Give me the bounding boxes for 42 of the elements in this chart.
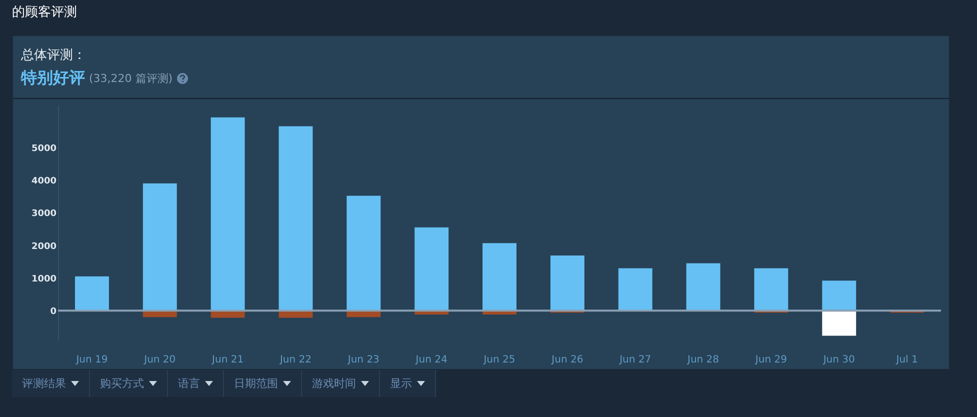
- y-tick-label: 0: [50, 307, 56, 318]
- x-tick-label: Jul 1: [895, 354, 918, 366]
- x-tick-label: Jun 20: [143, 354, 176, 366]
- y-tick-label: 2000: [31, 242, 56, 252]
- text: 游戏时间: [312, 376, 356, 391]
- text: 购买方式: [100, 376, 144, 391]
- text: 显示: [390, 376, 412, 391]
- bar: [142, 183, 177, 311]
- x-tick-label: Jun 27: [618, 354, 652, 366]
- y-tick-label: 4000: [31, 176, 56, 187]
- x-tick-label: Jun 29: [754, 354, 787, 366]
- bar: [414, 227, 449, 311]
- bar: [686, 263, 720, 311]
- bar: [822, 310, 856, 336]
- bar: [550, 255, 584, 311]
- text: 特别好评: [21, 68, 85, 89]
- bar: [618, 268, 652, 311]
- bar: [278, 126, 313, 311]
- x-tick-label: Jun 30: [822, 354, 855, 366]
- bar: [74, 276, 109, 311]
- y-tick-label: 1000: [31, 274, 56, 284]
- x-tick-label: Jun 25: [482, 354, 516, 366]
- x-tick-label: Jun 21: [211, 354, 244, 366]
- x-tick-label: Jun 19: [75, 354, 108, 366]
- x-tick-label: Jun 28: [686, 354, 720, 366]
- x-tick-label: Jun 22: [278, 354, 312, 366]
- bar: [210, 117, 245, 311]
- text: (33,220 篇评测): [89, 71, 173, 86]
- bar: [822, 280, 856, 311]
- text: 评测结果: [22, 376, 66, 391]
- x-tick-label: Jun 23: [346, 354, 380, 366]
- x-tick-label: Jun 26: [550, 354, 584, 366]
- y-tick-label: 3000: [31, 209, 56, 220]
- bar: [754, 268, 788, 311]
- y-tick-label: 5000: [31, 144, 56, 154]
- bar: [482, 243, 516, 311]
- chart-title: 的顾客评测: [12, 4, 77, 21]
- x-tick-label: Jun 24: [414, 354, 448, 366]
- text: 日期范围: [234, 376, 278, 391]
- chart-subtitle: 总体评测：: [21, 47, 86, 64]
- text: 语言: [178, 376, 200, 391]
- bar: [346, 196, 381, 311]
